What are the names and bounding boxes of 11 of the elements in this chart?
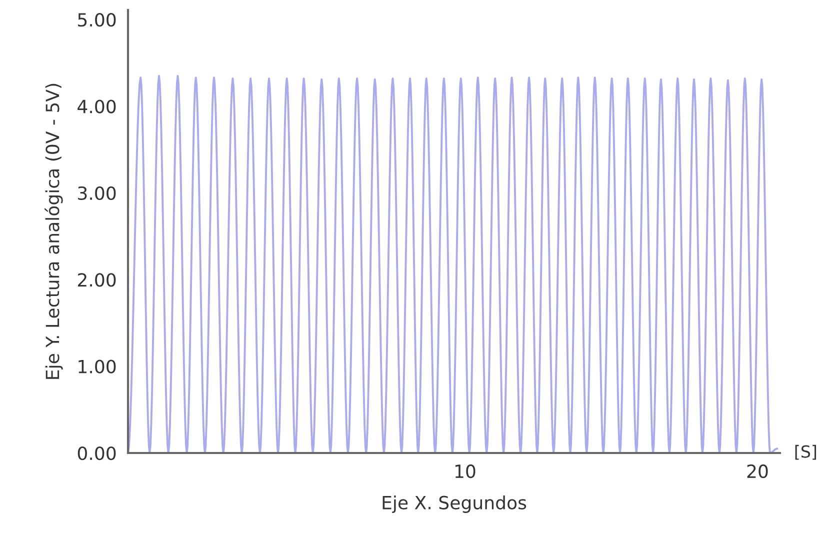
x-tick-label: 10 [455, 464, 476, 478]
y-tick-label: 0.00 [78, 446, 116, 460]
y-tick-label: 2.00 [78, 273, 116, 287]
y-tick-label: 4.00 [78, 100, 116, 114]
x-axis-title: Eje X. Segundos [382, 495, 526, 513]
y-tick-label: 5.00 [78, 12, 116, 27]
y-tick-label: 3.00 [78, 186, 116, 200]
y-axis-title: Eje Y. Lectura analógica (0V - 5V) [44, 84, 63, 379]
x-tick-label: 20 [747, 464, 768, 478]
y-tick-label: 1.00 [78, 360, 116, 374]
text: [S] [795, 444, 816, 460]
